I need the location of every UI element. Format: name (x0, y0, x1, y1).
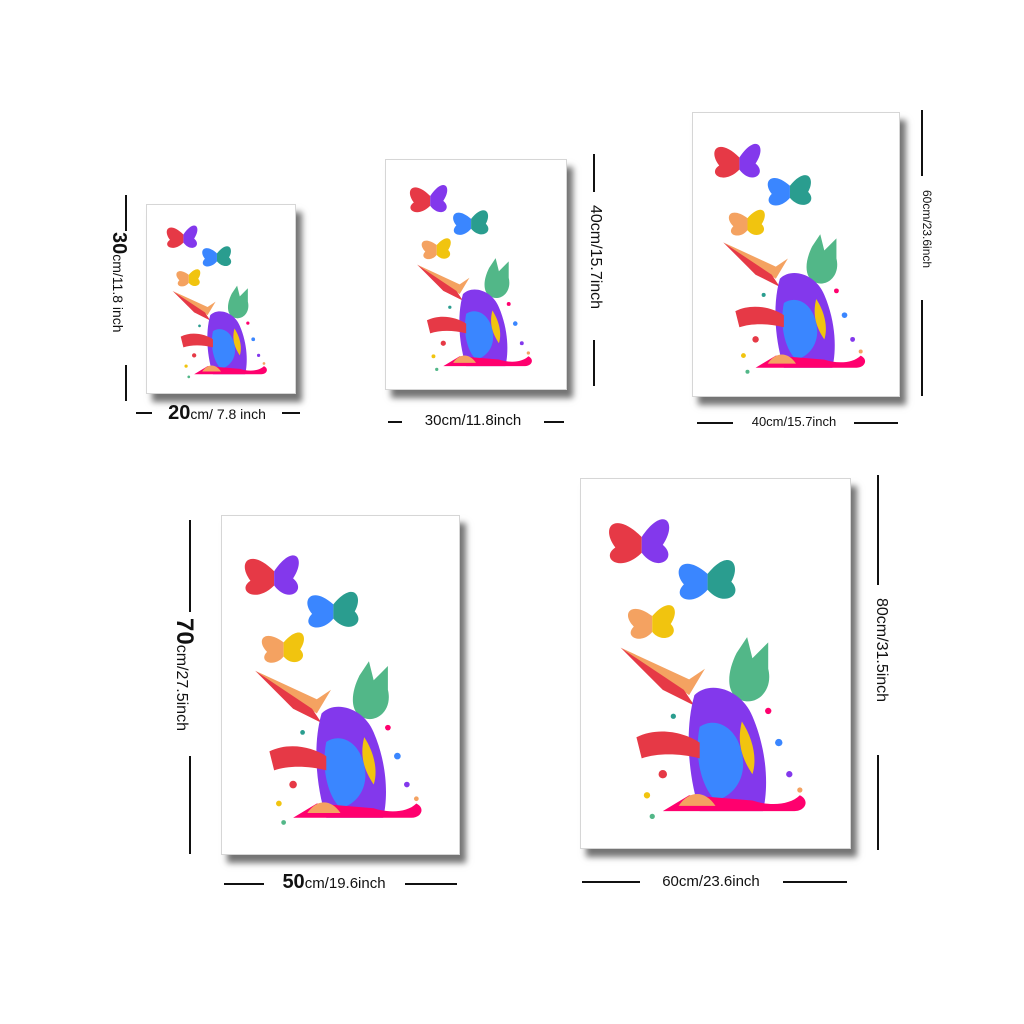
height-label-60x80: 80cm/31.5inch (872, 598, 890, 702)
height-text: 80cm/31.5inch (873, 598, 890, 703)
width-dimension-line-right (783, 881, 847, 883)
width-label-20x30: 20cm/ 7.8 inch (154, 402, 280, 425)
artwork-cat-butterflies (693, 113, 899, 396)
width-text: 30cm/11.8inch (424, 412, 522, 429)
height-dimension-line-bottom (189, 756, 191, 854)
height-label-40x60: 60cm/23.6inch (920, 190, 934, 268)
artwork-cat-butterflies (222, 516, 459, 854)
height-label-50x70: 70cm/27.5inch (170, 618, 198, 731)
height-label-30x40: 40cm/15.7inch (586, 205, 604, 309)
height-label-20x30: 30cm/11.8 inch (107, 232, 130, 333)
height-dimension-line-top (125, 195, 127, 231)
height-unit: cm/27.5inch (173, 644, 190, 731)
poster-20x30 (146, 204, 296, 394)
width-dimension-line-right (405, 883, 457, 885)
height-unit: cm/11.8 inch (110, 254, 126, 333)
artwork-cat-butterflies (386, 160, 566, 389)
width-text: 40cm/15.7inch (751, 414, 837, 429)
artwork-cat-butterflies (147, 205, 295, 393)
width-number: 20 (168, 402, 191, 424)
width-text: 60cm/23.6inch (662, 873, 760, 890)
height-dimension-line-bottom (877, 755, 879, 850)
poster-60x80 (580, 478, 851, 849)
height-dimension-line-bottom (593, 340, 595, 386)
poster-30x40 (385, 159, 567, 390)
height-number: 30 (108, 232, 130, 255)
width-label-60x80: 60cm/23.6inch (642, 873, 780, 890)
width-dimension-line-right (854, 422, 898, 424)
height-text: 60cm/23.6inch (920, 190, 934, 269)
width-dimension-line-left (697, 422, 733, 424)
width-dimension-line-right (282, 412, 300, 414)
poster-40x60 (692, 112, 900, 397)
width-label-30x40: 30cm/11.8inch (404, 412, 542, 429)
height-dimension-line-bottom (921, 300, 923, 396)
height-text: 40cm/15.7inch (587, 205, 604, 310)
poster-50x70 (221, 515, 460, 855)
width-unit: cm/19.6inch (304, 875, 386, 892)
width-number: 50 (282, 871, 305, 893)
width-dimension-line-right (544, 421, 564, 423)
width-label-40x60: 40cm/15.7inch (736, 414, 852, 429)
height-dimension-line-bottom (125, 365, 127, 401)
height-dimension-line-top (921, 110, 923, 176)
width-dimension-line-left (388, 421, 402, 423)
width-dimension-line-left (136, 412, 152, 414)
width-dimension-line-left (582, 881, 640, 883)
height-number: 70 (171, 618, 198, 645)
height-dimension-line-top (877, 475, 879, 585)
height-dimension-line-top (593, 154, 595, 192)
width-unit: cm/ 7.8 inch (190, 406, 266, 422)
height-dimension-line-top (189, 520, 191, 612)
width-label-50x70: 50cm/19.6inch (266, 871, 402, 894)
width-dimension-line-left (224, 883, 264, 885)
artwork-cat-butterflies (581, 479, 850, 848)
